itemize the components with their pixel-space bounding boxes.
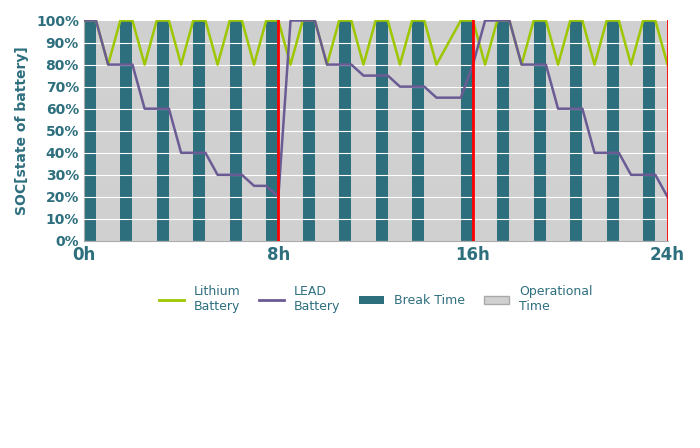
Y-axis label: SOC[state of battery]: SOC[state of battery] xyxy=(15,46,29,215)
Legend: Lithium
Battery, LEAD
Battery, Break Time, Operational
Time: Lithium Battery, LEAD Battery, Break Tim… xyxy=(154,280,598,319)
Bar xyxy=(497,21,510,241)
Bar xyxy=(120,21,132,241)
Bar xyxy=(193,21,205,241)
Bar xyxy=(461,21,473,241)
Bar xyxy=(607,21,619,241)
Bar xyxy=(570,21,582,241)
Bar xyxy=(266,21,279,241)
Bar xyxy=(230,21,242,241)
Bar xyxy=(302,21,315,241)
Bar xyxy=(376,21,388,241)
Bar xyxy=(340,21,351,241)
Bar xyxy=(412,21,424,241)
Bar xyxy=(84,21,96,241)
Bar xyxy=(157,21,169,241)
Bar xyxy=(643,21,655,241)
Bar xyxy=(533,21,546,241)
